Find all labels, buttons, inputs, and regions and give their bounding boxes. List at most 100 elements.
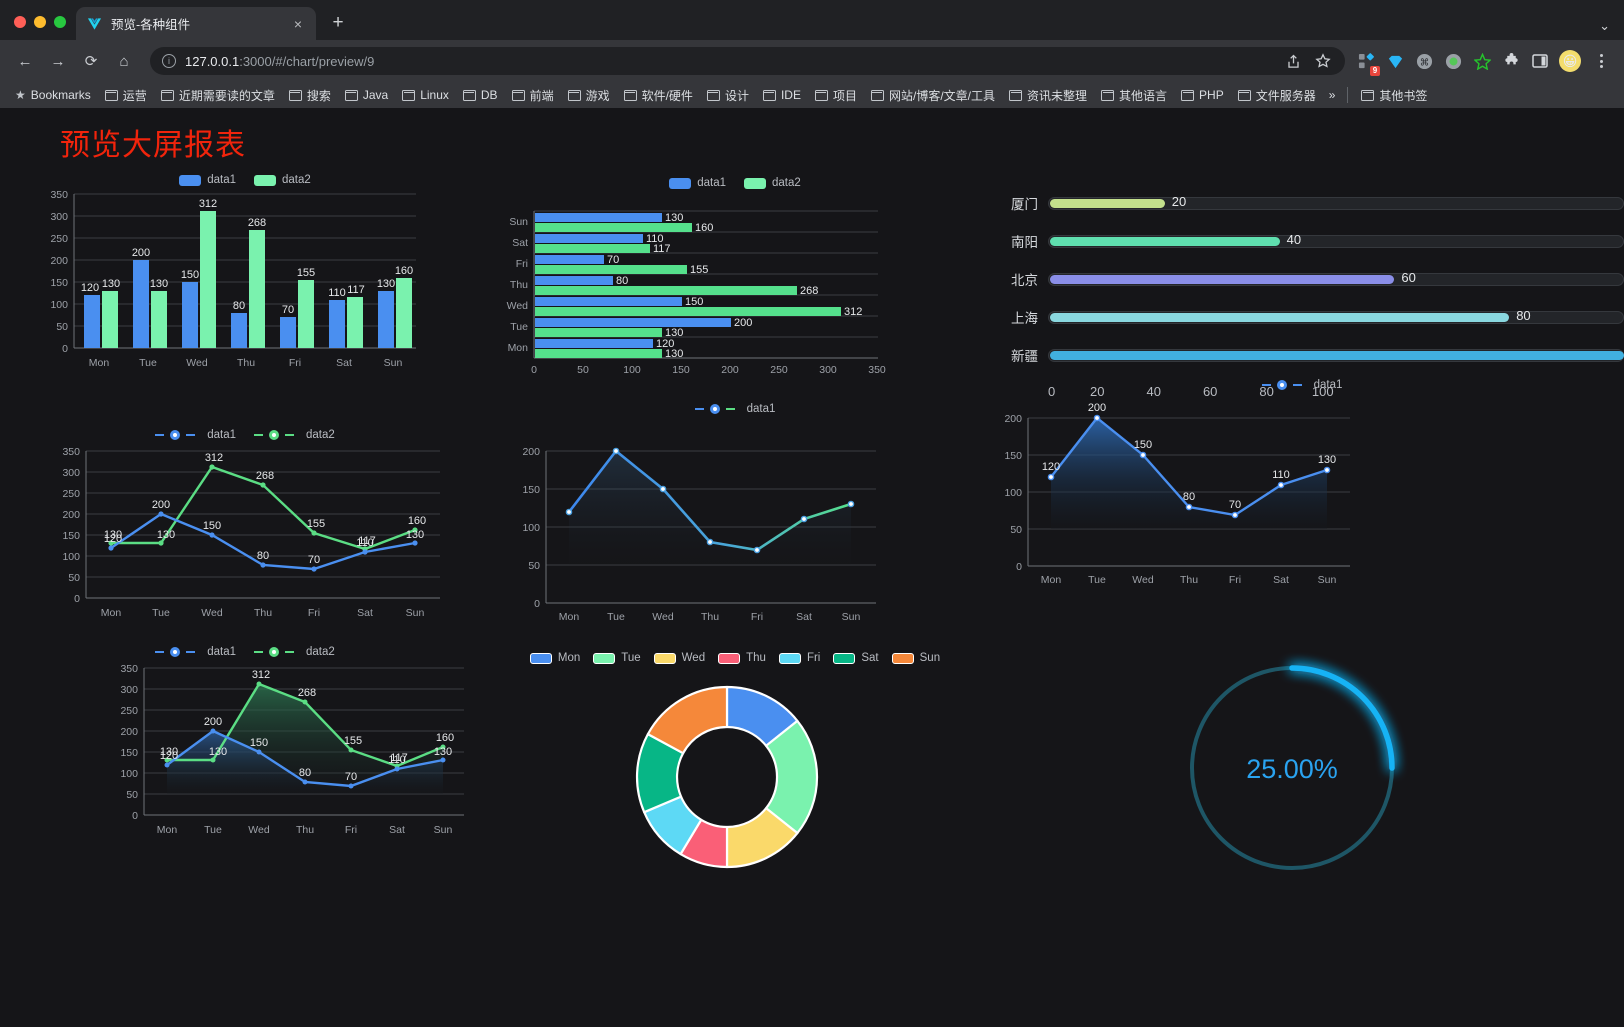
puzzle-icon[interactable] bbox=[1501, 51, 1521, 71]
x-axis-ticks: 0 50 100 150 200 250 300 350 bbox=[531, 364, 886, 376]
new-tab-button[interactable]: + bbox=[332, 12, 344, 33]
extensions-grid-icon[interactable]: 9 bbox=[1356, 51, 1380, 76]
site-info-icon[interactable]: i bbox=[162, 54, 176, 68]
pie-slice-sun[interactable] bbox=[646, 685, 729, 755]
svg-text:100: 100 bbox=[623, 364, 641, 376]
vue-logo-icon bbox=[86, 16, 102, 32]
svg-text:200: 200 bbox=[50, 255, 68, 267]
share-icon[interactable] bbox=[1283, 51, 1303, 71]
progress-value: 60 bbox=[1401, 269, 1416, 285]
maximize-window-button[interactable] bbox=[54, 16, 66, 28]
legend-marker-icon bbox=[170, 430, 181, 440]
url-path: :3000/#/chart/preview/9 bbox=[239, 53, 375, 69]
bookmark-item-9[interactable]: 软件/硬件 bbox=[617, 84, 700, 107]
command-circle-icon[interactable]: ⌘ bbox=[1414, 51, 1434, 71]
x-axis-ticks: Mon Tue Wed Thu Fri Sat Sun bbox=[1041, 574, 1337, 586]
legend-label: data1 bbox=[207, 646, 236, 658]
legend-item-tue[interactable]: Tue bbox=[593, 652, 641, 664]
bookmark-item-3[interactable]: 搜索 bbox=[282, 84, 338, 107]
home-button[interactable]: ⌂ bbox=[119, 52, 129, 70]
bookmarks-overflow-button[interactable]: » bbox=[1328, 88, 1336, 102]
progress-fill bbox=[1050, 198, 1165, 208]
folder-icon bbox=[402, 89, 416, 101]
svg-text:Mon: Mon bbox=[1041, 574, 1062, 586]
legend-item-data2[interactable]: data2 bbox=[744, 177, 801, 189]
svg-text:150: 150 bbox=[250, 737, 268, 749]
profile-avatar[interactable]: 😀 bbox=[1559, 50, 1581, 72]
axis-tick: 60 bbox=[1202, 384, 1218, 399]
svg-text:Tue: Tue bbox=[510, 321, 528, 333]
legend-item-sat[interactable]: Sat bbox=[833, 652, 879, 664]
legend-item-data2[interactable]: data2 bbox=[254, 646, 335, 658]
bookmark-item-14[interactable]: 资讯未整理 bbox=[1002, 84, 1094, 107]
legend-item-fri[interactable]: Fri bbox=[778, 652, 820, 664]
minimize-window-button[interactable] bbox=[34, 16, 46, 28]
bookmark-item-1[interactable]: 运营 bbox=[98, 84, 154, 107]
reload-button[interactable]: ⟳ bbox=[84, 53, 98, 70]
bookmark-star-icon[interactable] bbox=[1313, 51, 1333, 71]
legend-item-data1[interactable]: data1 bbox=[155, 429, 236, 441]
chart-bar-horizontal: data1 data2 bbox=[490, 166, 980, 399]
legend-item-mon[interactable]: Mon bbox=[529, 652, 580, 664]
diamond-icon[interactable] bbox=[1385, 51, 1405, 71]
legend-item-data1[interactable]: data1 bbox=[1261, 379, 1342, 391]
close-tab-button[interactable]: × bbox=[293, 15, 303, 32]
sidepanel-icon[interactable] bbox=[1530, 51, 1550, 71]
progress-fill bbox=[1050, 312, 1510, 322]
bookmark-item-bookmarks[interactable]: ★ Bookmarks bbox=[8, 85, 98, 105]
bookmark-item-17[interactable]: 文件服务器 bbox=[1231, 84, 1323, 107]
browser-menu-button[interactable] bbox=[1590, 50, 1612, 72]
bookmark-item-10[interactable]: 设计 bbox=[700, 84, 756, 107]
bookmark-item-8[interactable]: 游戏 bbox=[561, 84, 617, 107]
svg-text:130: 130 bbox=[377, 278, 395, 290]
bookmark-item-11[interactable]: IDE bbox=[756, 85, 808, 105]
svg-text:120: 120 bbox=[1042, 461, 1060, 473]
close-window-button[interactable] bbox=[14, 16, 26, 28]
svg-text:350: 350 bbox=[50, 189, 68, 201]
legend-item-wed[interactable]: Wed bbox=[653, 652, 705, 664]
bookmark-item-12[interactable]: 项目 bbox=[808, 84, 864, 107]
green-star-icon[interactable] bbox=[1472, 51, 1492, 71]
browser-tab[interactable]: 预览-各种组件 × bbox=[76, 7, 316, 40]
legend-item-data1[interactable]: data1 bbox=[669, 177, 726, 189]
bookmark-item-15[interactable]: 其他语言 bbox=[1094, 84, 1174, 107]
address-bar[interactable]: i 127.0.0.1:3000/#/chart/preview/9 bbox=[150, 47, 1345, 75]
legend-line-dual-left: data1 data2 bbox=[0, 429, 490, 441]
green-dot-icon[interactable] bbox=[1443, 51, 1463, 71]
y-axis-ticks: 350 300 250 200 150 100 50 0 bbox=[120, 663, 138, 822]
bookmark-item-16[interactable]: PHP bbox=[1174, 85, 1231, 105]
bookmark-item-other[interactable]: 其他书签 bbox=[1354, 84, 1434, 107]
legend-item-data2[interactable]: data2 bbox=[254, 429, 335, 441]
svg-text:Thu: Thu bbox=[254, 607, 272, 619]
svg-text:Wed: Wed bbox=[1132, 574, 1154, 586]
bookmarks-bar: ★ Bookmarks 运营 近期需要读的文章 搜索 Java Linux DB… bbox=[0, 82, 1624, 108]
legend-item-data1[interactable]: data1 bbox=[694, 403, 775, 415]
bookmark-item-2[interactable]: 近期需要读的文章 bbox=[154, 84, 282, 107]
svg-text:100: 100 bbox=[522, 522, 540, 534]
svg-text:Fri: Fri bbox=[516, 258, 528, 270]
svg-text:0: 0 bbox=[62, 343, 68, 355]
legend-label: Sun bbox=[919, 652, 941, 664]
svg-text:130: 130 bbox=[1318, 454, 1336, 466]
bookmark-item-13[interactable]: 网站/博客/文章/工具 bbox=[864, 84, 1002, 107]
legend-item-sun[interactable]: Sun bbox=[891, 652, 941, 664]
legend-item-thu[interactable]: Thu bbox=[718, 652, 766, 664]
axis-tick: 40 bbox=[1146, 384, 1161, 399]
legend-item-data1[interactable]: data1 bbox=[179, 174, 236, 186]
bookmark-item-4[interactable]: Java bbox=[338, 85, 395, 105]
svg-text:160: 160 bbox=[408, 515, 426, 527]
svg-text:120: 120 bbox=[656, 338, 674, 350]
bookmark-item-5[interactable]: Linux bbox=[395, 85, 456, 105]
bookmark-label: 搜索 bbox=[306, 88, 331, 103]
forward-button[interactable]: → bbox=[50, 52, 66, 70]
progress-value: 40 bbox=[1286, 231, 1302, 247]
svg-text:100: 100 bbox=[120, 768, 138, 780]
legend-label: data2 bbox=[306, 429, 335, 441]
legend-item-data1[interactable]: data1 bbox=[155, 646, 236, 658]
bookmark-item-7[interactable]: 前端 bbox=[505, 84, 561, 107]
legend-item-data2[interactable]: data2 bbox=[254, 174, 311, 186]
back-button[interactable]: ← bbox=[17, 52, 33, 70]
bookmark-item-6[interactable]: DB bbox=[456, 85, 505, 105]
svg-text:70: 70 bbox=[282, 304, 294, 316]
chevron-down-icon[interactable]: ⌄ bbox=[1599, 18, 1610, 33]
